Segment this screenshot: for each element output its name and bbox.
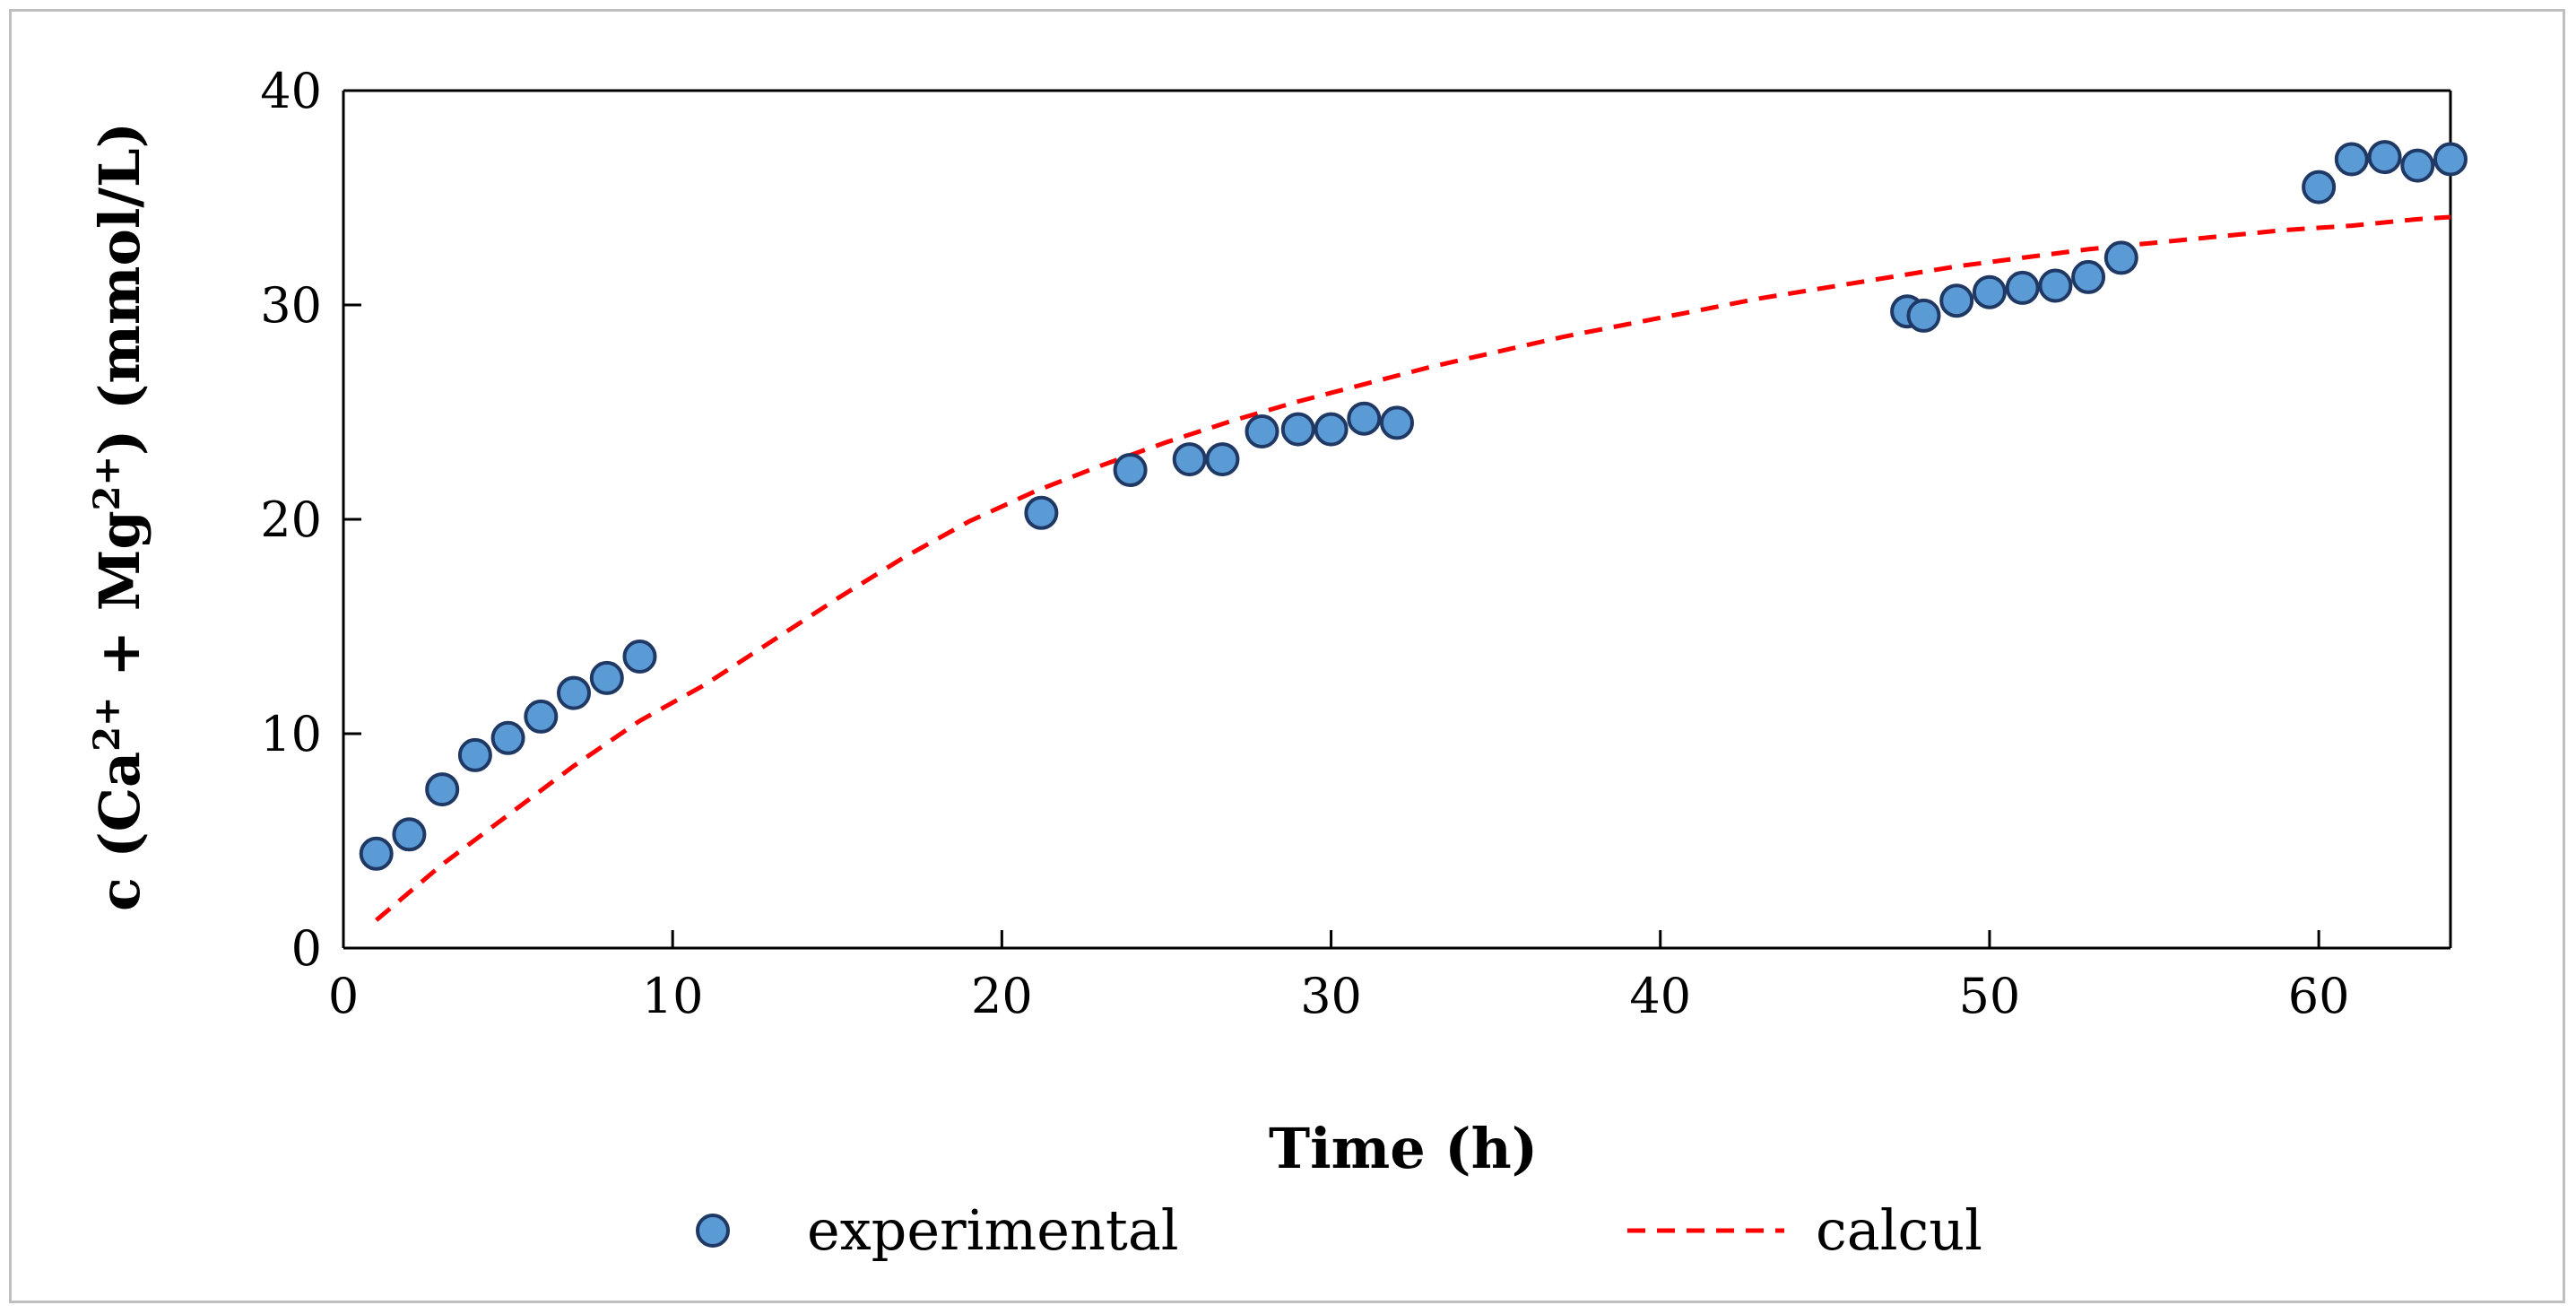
x-tick-label: 50 xyxy=(1959,968,2021,1024)
data-point-experimental xyxy=(2302,170,2337,204)
data-point-experimental xyxy=(1906,298,1941,333)
data-point-experimental xyxy=(425,772,460,807)
legend: experimental calcul xyxy=(696,1197,1982,1263)
data-point-experimental xyxy=(1113,453,1148,487)
x-axis-title: Time (h) xyxy=(1269,1116,1538,1181)
series-layer xyxy=(359,140,2468,922)
data-point-experimental xyxy=(557,675,591,710)
legend-marker-experimental xyxy=(696,1214,730,1248)
data-point-experimental xyxy=(457,737,492,772)
data-point-experimental xyxy=(1024,495,1059,530)
x-tick-label: 10 xyxy=(642,968,704,1024)
x-tick-label: 60 xyxy=(2288,968,2350,1024)
y-axis-title-sup-ca: 2+ xyxy=(86,696,128,751)
axes-layer xyxy=(342,89,2452,950)
data-point-experimental xyxy=(2433,142,2468,177)
data-point-experimental xyxy=(589,660,624,695)
legend-label-experimental: experimental xyxy=(807,1197,1179,1263)
y-axis-title-suffix: ) (mmol/L) xyxy=(87,122,152,456)
y-axis-title-prefix: c (Ca xyxy=(87,752,152,911)
y-tick-label: 0 xyxy=(291,920,322,977)
data-point-experimental xyxy=(2038,268,2073,303)
data-point-experimental xyxy=(1314,412,1349,447)
data-point-experimental xyxy=(2367,140,2402,175)
data-point-experimental xyxy=(1245,414,1279,448)
legend-label-calcul: calcul xyxy=(1816,1197,1982,1263)
data-point-experimental xyxy=(359,836,394,871)
x-tick-label: 20 xyxy=(971,968,1033,1024)
data-point-experimental xyxy=(524,699,559,734)
y-tick-label: 20 xyxy=(260,492,322,548)
y-tick-label: 30 xyxy=(260,277,322,334)
series-line-calcul xyxy=(375,214,2451,922)
data-point-experimental xyxy=(1347,401,1382,436)
x-tick-label: 30 xyxy=(1300,968,1362,1024)
data-point-experimental xyxy=(392,817,427,852)
data-point-experimental xyxy=(1172,442,1207,477)
data-point-experimental xyxy=(490,720,525,755)
data-point-experimental xyxy=(1972,274,2007,309)
data-point-experimental xyxy=(1280,412,1315,447)
y-tick-label: 40 xyxy=(260,63,322,119)
data-point-experimental xyxy=(1939,283,1974,318)
data-point-experimental xyxy=(2103,240,2138,275)
data-point-experimental xyxy=(2005,270,2040,305)
chart-frame xyxy=(9,9,2565,1303)
data-point-experimental xyxy=(1205,442,1240,477)
x-tick-label: 40 xyxy=(1629,968,1691,1024)
y-axis-title-sup-mg: 2+ xyxy=(86,456,128,510)
y-tick-label: 10 xyxy=(260,706,322,762)
data-point-experimental xyxy=(2071,259,2106,294)
y-axis-title: c (Ca2+ + Mg2+) (mmol/L) xyxy=(86,122,152,911)
data-point-experimental xyxy=(622,640,657,674)
x-tick-label: 0 xyxy=(328,968,359,1024)
data-point-experimental xyxy=(2334,142,2369,177)
y-axis-title-middle: + Mg xyxy=(87,510,152,696)
ticks-layer: 0 10 20 30 40 50 60 0 10 20 30 40 xyxy=(260,63,2349,1024)
data-point-experimental xyxy=(1380,405,1414,440)
data-point-experimental xyxy=(2400,148,2435,183)
